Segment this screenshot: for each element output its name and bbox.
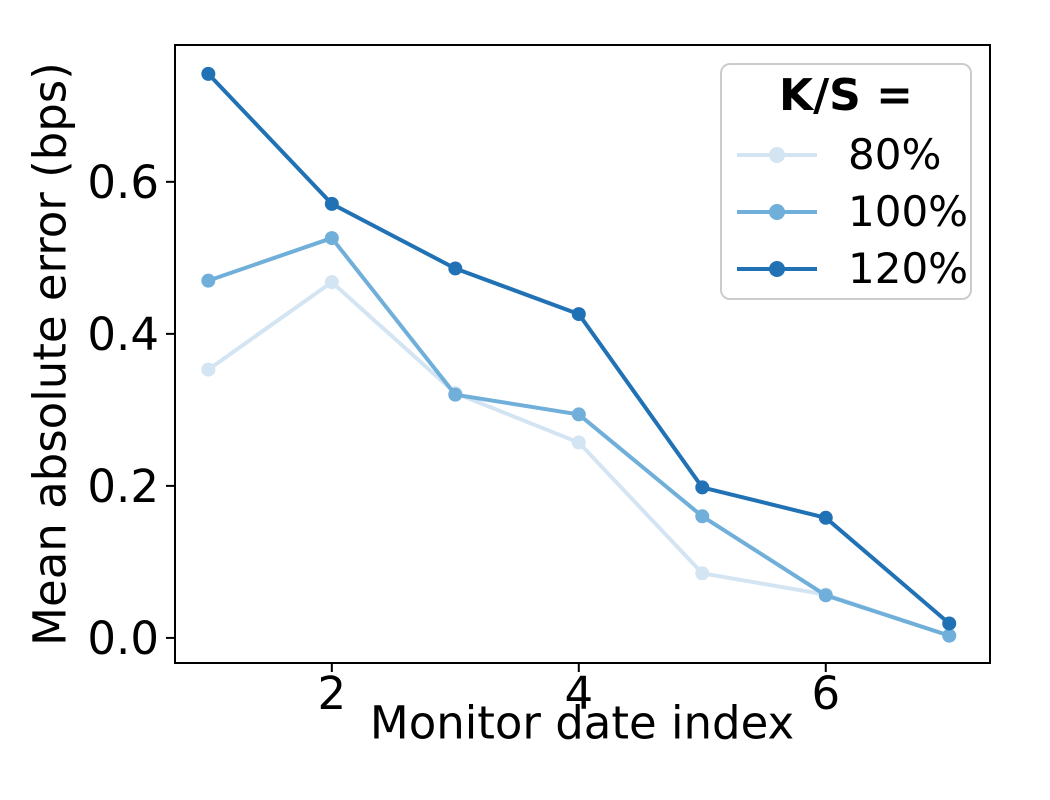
data-point-marker bbox=[324, 196, 339, 211]
legend-entry-label: 120% bbox=[848, 243, 969, 293]
data-point-marker bbox=[324, 231, 339, 246]
legend-entry: 120% bbox=[722, 240, 970, 297]
data-point-marker bbox=[818, 588, 833, 603]
x-tick-label: 6 bbox=[811, 667, 840, 720]
axes-spines bbox=[174, 44, 991, 664]
data-point-marker bbox=[942, 616, 957, 631]
data-point-marker bbox=[448, 261, 463, 276]
line-marker-icon bbox=[737, 260, 817, 277]
data-point-marker bbox=[571, 307, 586, 322]
data-point-marker bbox=[201, 66, 216, 81]
data-point-marker bbox=[571, 435, 586, 450]
data-point-marker bbox=[818, 510, 833, 525]
data-point-marker bbox=[448, 387, 463, 402]
line-marker-icon bbox=[737, 203, 817, 220]
y-tick-label: 0.0 bbox=[87, 612, 159, 665]
data-point-marker bbox=[571, 407, 586, 422]
y-tick-label: 0.6 bbox=[87, 156, 159, 209]
data-point-marker bbox=[201, 362, 216, 377]
legend-title: K/S = bbox=[778, 70, 914, 121]
y-axis-label: Mean absolute error (bps) bbox=[23, 62, 77, 646]
data-point-marker bbox=[324, 275, 339, 290]
x-tick-label: 2 bbox=[318, 667, 347, 720]
line-marker-icon bbox=[737, 146, 817, 163]
data-point-marker bbox=[695, 509, 710, 524]
data-point-marker bbox=[201, 273, 216, 288]
legend-box: K/S = 80% 100% 120% bbox=[720, 63, 972, 300]
x-tick-label: 4 bbox=[564, 667, 593, 720]
legend-entry-label: 100% bbox=[848, 186, 969, 236]
legend-entry: 80% bbox=[722, 126, 970, 183]
legend-entry: 100% bbox=[722, 183, 970, 240]
legend-entries: 80% 100% 120% bbox=[722, 126, 970, 297]
data-point-marker bbox=[695, 480, 710, 495]
series-line bbox=[206, 280, 952, 638]
y-tick-label: 0.4 bbox=[87, 308, 159, 361]
data-point-marker bbox=[942, 628, 957, 643]
y-tick-label: 0.2 bbox=[87, 460, 159, 513]
data-point-marker bbox=[695, 566, 710, 581]
legend-entry-label: 80% bbox=[848, 129, 942, 179]
x-axis-label: Monitor date index bbox=[369, 696, 795, 750]
